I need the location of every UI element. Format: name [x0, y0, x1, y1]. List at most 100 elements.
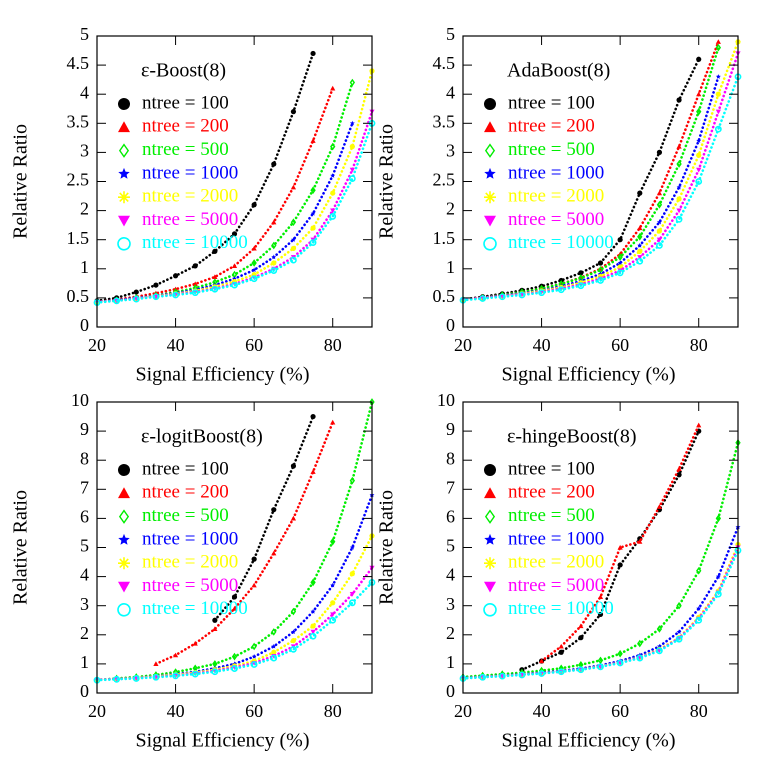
y-tick-label: 9	[80, 419, 89, 439]
y-tick-label: 1	[446, 257, 455, 277]
data-point	[578, 635, 584, 641]
data-point	[715, 91, 721, 97]
data-point	[696, 91, 702, 97]
y-tick-label: 1	[80, 257, 89, 277]
data-point	[290, 607, 297, 616]
legend-label: ntree = 5000	[142, 209, 238, 230]
y-tick-label: 4	[446, 565, 455, 585]
data-point	[290, 109, 297, 115]
series-line	[95, 81, 354, 304]
y-tick-label: 7	[446, 477, 455, 497]
data-point	[696, 56, 702, 62]
legend-marker	[484, 464, 496, 476]
y-tick-label: 5	[446, 24, 455, 44]
data-point	[518, 291, 526, 299]
legend-marker	[117, 237, 131, 251]
data-point	[715, 43, 722, 52]
legend-marker	[484, 167, 496, 179]
data-point	[172, 652, 179, 658]
data-point	[676, 629, 682, 634]
data-point	[349, 544, 355, 550]
x-axis-label: Signal Efficiency (%)	[501, 364, 675, 386]
data-point	[538, 658, 545, 664]
data-point	[290, 515, 297, 521]
series-line	[95, 110, 374, 304]
y-tick-label: 0	[446, 681, 455, 701]
legend-label: ntree = 10000	[142, 598, 248, 619]
data-point	[656, 647, 663, 655]
y-tick-label: 10	[71, 390, 89, 410]
y-tick-label: 0.5	[67, 286, 90, 306]
y-tick-label: 1	[446, 652, 455, 672]
series-line	[154, 421, 335, 666]
legend-marker	[117, 602, 131, 617]
data-point	[637, 639, 643, 648]
data-point	[578, 623, 584, 629]
data-point	[309, 632, 317, 640]
series-line	[461, 46, 720, 301]
legend-label: ntree = 2000	[508, 186, 604, 207]
y-tick-label: 3.5	[67, 111, 90, 131]
data-point	[676, 466, 682, 472]
data-point	[578, 270, 584, 276]
data-point	[310, 578, 316, 587]
series-line	[461, 549, 740, 680]
data-point	[538, 289, 545, 297]
data-point	[637, 232, 643, 241]
data-point	[349, 120, 355, 126]
data-point	[290, 629, 296, 634]
data-point	[656, 200, 663, 209]
series-line	[95, 52, 315, 303]
legend-label: ntree = 5000	[508, 209, 604, 230]
legend-marker	[118, 215, 130, 227]
data-point	[349, 591, 355, 597]
data-point	[271, 219, 277, 225]
data-point	[675, 215, 683, 223]
data-point	[153, 674, 159, 680]
data-point	[231, 263, 238, 268]
data-point	[696, 167, 702, 173]
data-point	[675, 635, 683, 643]
data-point	[172, 672, 179, 680]
data-point	[290, 256, 297, 264]
legend-label: ntree = 500	[508, 139, 595, 160]
data-point	[557, 668, 565, 676]
legend-label: ntree = 10000	[508, 598, 614, 619]
data-point	[310, 623, 316, 629]
data-point	[271, 260, 277, 266]
x-tick-label: 40	[533, 701, 551, 721]
x-tick-label: 60	[611, 701, 629, 721]
data-point	[696, 107, 702, 116]
chart-title: ε-Boost(8)	[141, 60, 226, 82]
data-point	[212, 617, 218, 623]
data-point	[349, 167, 355, 173]
data-point	[191, 670, 199, 678]
data-point	[251, 259, 257, 267]
legend-label: ntree = 1000	[142, 162, 238, 183]
legend-label: ntree = 1000	[142, 528, 238, 549]
data-point	[349, 78, 356, 87]
data-point	[696, 606, 702, 611]
data-point	[310, 413, 316, 420]
data-point	[349, 571, 355, 577]
data-point	[271, 507, 277, 513]
data-point	[153, 661, 159, 666]
data-point	[271, 628, 277, 636]
x-tick-label: 60	[245, 335, 263, 355]
legend-marker	[484, 98, 496, 110]
legend-marker	[484, 557, 496, 570]
data-point	[637, 255, 643, 260]
y-tick-label: 1.5	[67, 228, 90, 248]
x-axis-label: Signal Efficiency (%)	[135, 730, 309, 752]
x-tick-label: 80	[690, 335, 708, 355]
y-tick-label: 2	[80, 199, 89, 219]
data-point	[715, 109, 721, 115]
x-tick-label: 40	[167, 701, 185, 721]
data-point	[617, 264, 623, 270]
data-point	[656, 219, 662, 225]
x-tick-label: 20	[454, 335, 472, 355]
y-axis-label: Relative Ratio	[10, 124, 32, 239]
series-line	[95, 581, 374, 682]
legend-label: ntree = 500	[508, 505, 595, 526]
